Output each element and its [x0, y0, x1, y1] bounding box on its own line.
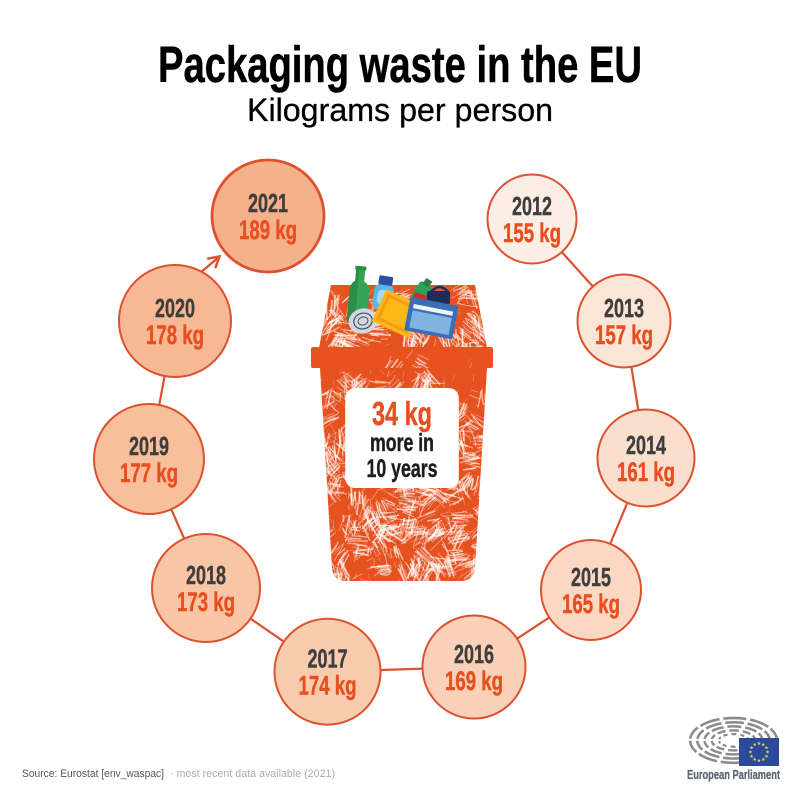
- svg-text:165 kg: 165 kg: [562, 589, 620, 619]
- svg-text:189 kg: 189 kg: [239, 215, 297, 245]
- svg-text:2018: 2018: [186, 562, 226, 590]
- svg-text:European Parliament: European Parliament: [687, 768, 781, 782]
- svg-text:157 kg: 157 kg: [595, 320, 653, 350]
- svg-text:155 kg: 155 kg: [503, 218, 561, 248]
- svg-text:173 kg: 173 kg: [177, 587, 235, 617]
- svg-text:Source: Eurostat [env_waspac]: Source: Eurostat [env_waspac]: [22, 768, 164, 780]
- svg-text:· most recent data available: · most recent data available (2021): [170, 768, 335, 780]
- svg-text:2019: 2019: [129, 433, 169, 461]
- svg-text:more in: more in: [370, 429, 434, 457]
- svg-text:169 kg: 169 kg: [445, 666, 503, 696]
- svg-text:2020: 2020: [155, 295, 195, 323]
- svg-text:177 kg: 177 kg: [120, 458, 178, 488]
- svg-text:178 kg: 178 kg: [146, 320, 204, 350]
- svg-text:2021: 2021: [248, 190, 288, 218]
- svg-text:2015: 2015: [571, 564, 611, 592]
- svg-text:2013: 2013: [604, 295, 644, 323]
- svg-text:2014: 2014: [626, 432, 667, 460]
- svg-text:161 kg: 161 kg: [617, 457, 675, 487]
- svg-text:2016: 2016: [454, 641, 494, 669]
- svg-text:Packaging waste in the EU: Packaging waste in the EU: [158, 36, 642, 93]
- svg-text:2012: 2012: [512, 193, 552, 221]
- svg-text:174 kg: 174 kg: [299, 671, 357, 701]
- svg-text:34 kg: 34 kg: [372, 396, 432, 433]
- svg-text:Kilograms per person: Kilograms per person: [247, 92, 553, 128]
- svg-text:2017: 2017: [308, 646, 348, 674]
- svg-text:10 years: 10 years: [367, 455, 438, 483]
